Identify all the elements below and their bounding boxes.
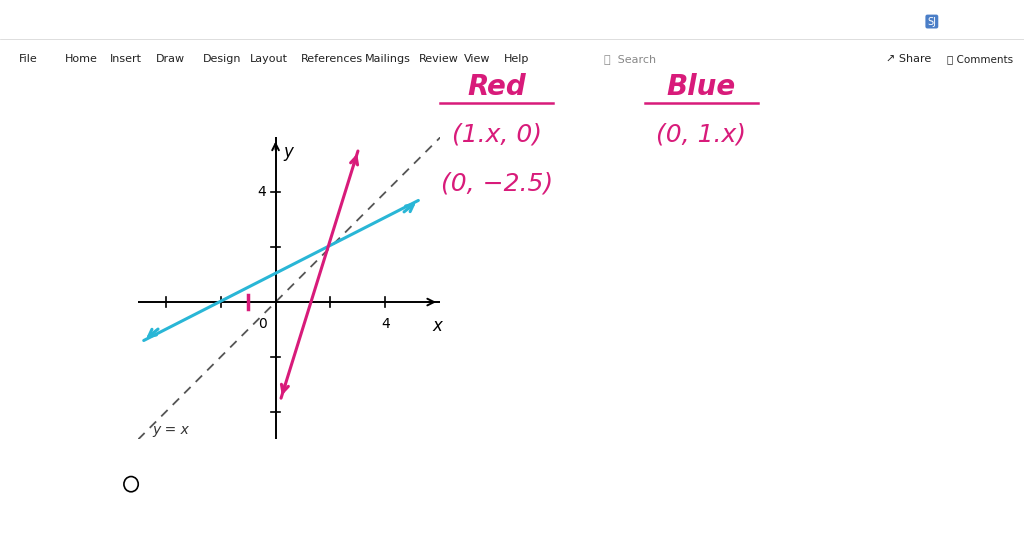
Text: 4: 4 [381, 317, 390, 331]
Text: File: File [18, 54, 37, 64]
Text: Display Settings    Focus: Display Settings Focus [573, 528, 693, 538]
Text: 148%: 148% [955, 528, 983, 538]
Text: y: y [284, 143, 294, 161]
Text: AutoSave  ● Off: AutoSave ● Off [12, 13, 86, 22]
Text: Design: Design [203, 54, 242, 64]
Text: Blue: Blue [667, 73, 736, 101]
Text: y = x: y = x [152, 423, 188, 437]
Text: Red: Red [467, 73, 526, 101]
Text: 4: 4 [257, 185, 266, 199]
Text: (1.x, 0): (1.x, 0) [452, 123, 542, 147]
Text: Stoner, Jennifer L.: Stoner, Jennifer L. [799, 13, 886, 23]
Text: View: View [464, 54, 490, 64]
Text: —: — [962, 11, 974, 24]
Text: Document2 - Word: Document2 - Word [457, 11, 567, 24]
FancyBboxPatch shape [20, 92, 1004, 509]
Text: x: x [432, 317, 442, 335]
Text: ☐: ☐ [981, 11, 991, 24]
Text: 💬 Comments: 💬 Comments [947, 54, 1014, 64]
Text: (0, 1.x): (0, 1.x) [656, 123, 746, 147]
Text: ↗ Share: ↗ Share [886, 54, 931, 64]
Text: Layout: Layout [250, 54, 288, 64]
Text: SJ: SJ [928, 16, 936, 27]
Text: 🔍  Search: 🔍 Search [604, 54, 656, 64]
Text: Mailings: Mailings [365, 54, 411, 64]
Text: Review: Review [419, 54, 459, 64]
Text: 0: 0 [259, 317, 267, 331]
Text: Page 1 of 1    0 words: Page 1 of 1 0 words [15, 528, 121, 538]
Text: Home: Home [65, 54, 97, 64]
Text: Insert: Insert [110, 54, 141, 64]
Text: Draw: Draw [156, 54, 184, 64]
Text: References: References [301, 54, 364, 64]
Text: Help: Help [504, 54, 529, 64]
Text: (0, −2.5): (0, −2.5) [440, 172, 553, 196]
Text: ✕: ✕ [999, 11, 1010, 24]
